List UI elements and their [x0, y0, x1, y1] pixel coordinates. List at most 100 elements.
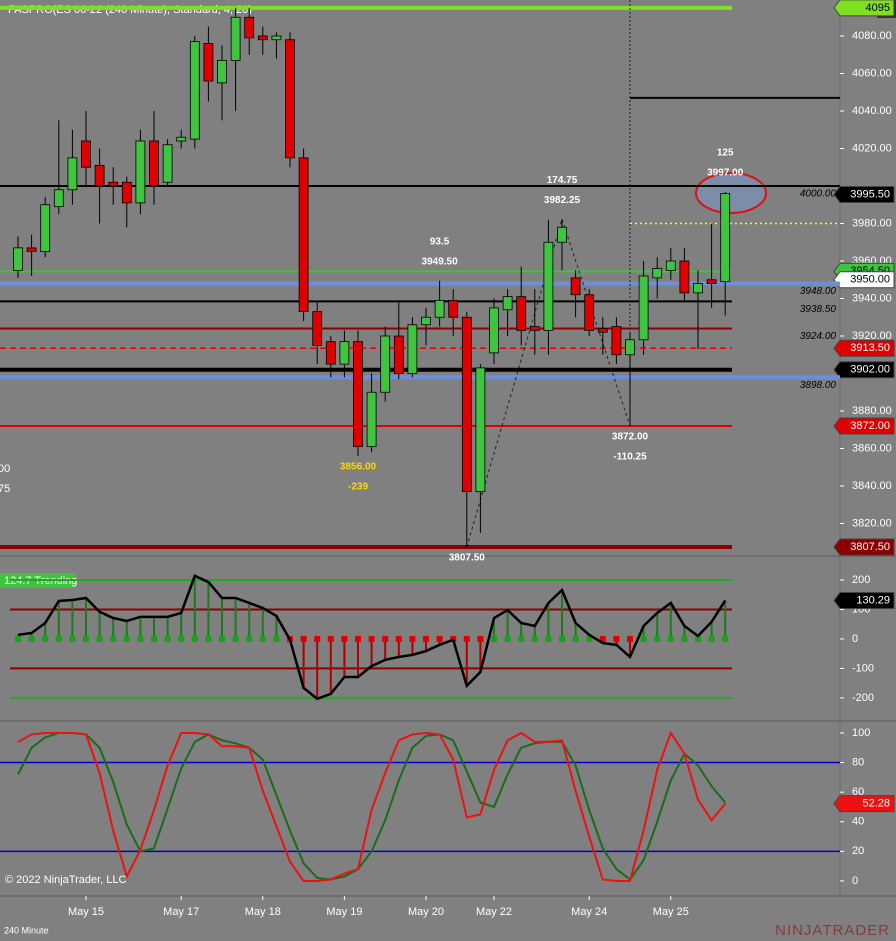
level-label: 4000.00	[800, 189, 837, 200]
candle-body	[244, 16, 255, 39]
swing-price: 3872.00	[612, 432, 649, 443]
zero-marker	[491, 635, 497, 642]
candle-body	[570, 277, 581, 296]
zero-marker	[151, 635, 157, 642]
zero-marker	[178, 635, 185, 642]
zero-marker	[341, 635, 348, 642]
y-tick-label: 200	[852, 574, 870, 586]
zero-marker	[545, 635, 552, 642]
price-box-label: 3872.00	[850, 420, 890, 432]
zero-marker	[259, 635, 266, 642]
candle-body	[461, 316, 472, 493]
y-tick-label: 3860.00	[852, 442, 892, 454]
zero-marker	[355, 635, 361, 642]
x-tick-label: May 19	[326, 906, 362, 918]
candle-body	[543, 241, 554, 331]
zero-marker	[681, 635, 688, 642]
y-tick-label: 3820.00	[852, 517, 892, 529]
swing-change: 93.5	[430, 236, 450, 247]
zero-marker	[273, 635, 280, 642]
candle-body	[625, 339, 635, 356]
candle-body	[121, 181, 132, 204]
brand: NINJATRADER	[775, 922, 890, 939]
chart-title: FASPRO(ES 06-22 (240 Minute), Standard, …	[8, 4, 252, 16]
candle-body	[339, 341, 350, 365]
zero-marker	[627, 635, 633, 642]
swing-price: 3997.00	[707, 167, 744, 178]
candle-body	[94, 164, 105, 187]
candle-body	[325, 341, 336, 365]
y-tick-label: 80	[852, 756, 864, 768]
candle-body	[380, 335, 391, 393]
candle-body	[189, 41, 200, 140]
candle-body	[489, 307, 499, 354]
zero-marker	[572, 635, 579, 642]
candle-body	[13, 247, 23, 271]
zero-marker	[42, 635, 49, 642]
zero-marker	[395, 635, 402, 642]
y-tick-label: -100	[852, 662, 874, 674]
price-box	[833, 271, 895, 289]
x-tick-label: May 24	[571, 906, 607, 918]
candle-body	[557, 226, 567, 243]
level-label: 3898.00	[800, 380, 837, 391]
interval-label: 240 Minute	[4, 925, 49, 935]
copyright: © 2022 NinjaTrader, LLC	[5, 874, 126, 886]
edge-label: 00	[0, 463, 10, 475]
candle-body	[217, 59, 227, 84]
candle-body	[421, 316, 431, 326]
candle-body	[298, 157, 309, 313]
candle-body	[393, 335, 404, 374]
x-tick-label: May 20	[408, 906, 444, 918]
candle-body	[434, 299, 445, 318]
swing-price: 3856.00	[340, 462, 377, 473]
y-tick-label: 0	[852, 633, 858, 645]
zero-marker	[722, 635, 729, 642]
zero-marker	[518, 635, 525, 642]
swing-change: -239	[348, 482, 368, 493]
zero-marker	[300, 635, 307, 642]
candle-body	[353, 341, 363, 448]
candle-body	[81, 140, 91, 168]
candle-body	[176, 136, 187, 142]
zero-marker	[96, 635, 103, 642]
zero-marker	[137, 635, 144, 642]
candle-body	[611, 326, 622, 356]
zero-marker	[15, 635, 21, 642]
zero-marker	[219, 635, 225, 642]
y-tick-label: 3940.00	[852, 292, 892, 304]
zero-marker	[382, 635, 389, 642]
candle-body	[149, 140, 159, 187]
candle-body	[108, 181, 119, 187]
y-tick-label: 100	[852, 727, 870, 739]
x-tick-label: May 22	[476, 906, 512, 918]
candle-body	[638, 275, 649, 341]
price-box-label: 4095	[866, 2, 890, 14]
y-tick-label: 3980.00	[852, 217, 892, 229]
price-box	[833, 592, 895, 610]
swing-price: 3982.25	[544, 195, 581, 206]
candle-body	[448, 299, 459, 318]
level-label: 3948.00	[800, 286, 837, 297]
y-tick-label: 4020.00	[852, 142, 892, 154]
level-label: 3938.50	[800, 304, 837, 315]
price-box	[833, 0, 895, 17]
x-tick-label: May 25	[653, 906, 689, 918]
candle-body	[502, 296, 513, 311]
zero-marker	[708, 635, 715, 642]
candle-body	[26, 247, 37, 253]
swing-price: 3807.50	[449, 553, 486, 564]
zero-marker	[232, 635, 239, 642]
candle-body	[720, 193, 731, 283]
zero-marker	[586, 635, 593, 642]
x-tick-label: May 17	[163, 906, 199, 918]
candle-body	[665, 260, 676, 271]
cci-line	[17, 574, 727, 701]
y-tick-label: 60	[852, 786, 864, 798]
candle-body	[529, 326, 540, 331]
zero-marker	[531, 635, 538, 642]
zero-marker	[436, 635, 443, 642]
zero-marker	[559, 635, 565, 642]
zero-marker	[83, 635, 89, 642]
x-tick-label: May 18	[245, 906, 281, 918]
